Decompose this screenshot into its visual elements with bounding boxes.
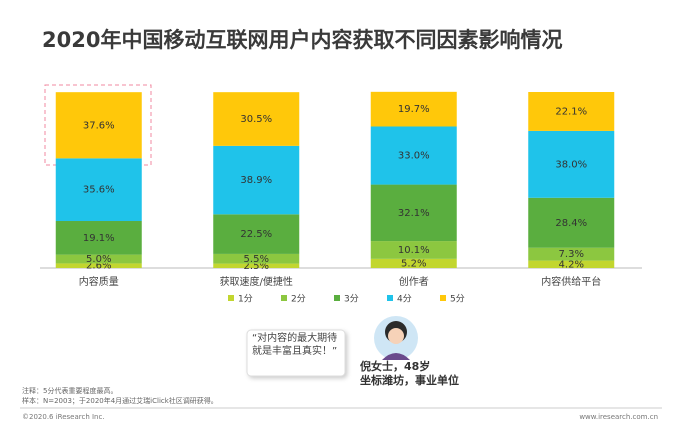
bar-segment: [55, 92, 142, 159]
data-label: 7.3%: [559, 249, 584, 260]
data-label: 5.0%: [86, 254, 111, 265]
bar-segment: [370, 91, 457, 127]
legend-swatch: [228, 295, 234, 301]
bar-segment: [528, 92, 615, 131]
persona-line: 坐标潍坊，事业单位: [360, 373, 459, 387]
data-label: 30.5%: [240, 114, 272, 125]
persona-line: 倪女士，48岁: [360, 359, 430, 373]
avatar-face: [388, 328, 404, 344]
bar-segment: [213, 214, 300, 254]
quote-text: “对内容的最大期待就是丰富且真实！”: [252, 333, 338, 357]
data-label: 32.1%: [398, 208, 430, 219]
quote-box: “对内容的最大期待就是丰富且真实！”: [252, 333, 338, 357]
x-tick-label: 创作者: [399, 275, 429, 288]
data-label: 5.2%: [401, 258, 426, 269]
quote-bubble: [246, 329, 346, 377]
data-label: 28.4%: [555, 218, 587, 229]
data-label: 2.5%: [244, 261, 269, 272]
bar-segment: [213, 263, 300, 268]
avatar-body: [382, 353, 410, 360]
bar-segment: [370, 126, 457, 185]
data-label: 38.9%: [240, 175, 272, 186]
data-label: 38.0%: [555, 159, 587, 170]
bar-segment: [370, 241, 457, 259]
data-label: 22.5%: [240, 229, 272, 240]
footer-website: www.iresearch.com.cn: [579, 413, 658, 421]
legend-label: 3分: [344, 294, 359, 305]
data-label: 2.6%: [86, 261, 111, 272]
data-label: 19.1%: [83, 233, 115, 244]
bar-segment: [55, 158, 142, 222]
data-label: 33.0%: [398, 151, 430, 162]
bar-segment: [528, 260, 615, 268]
x-tick-label: 获取速度/便捷性: [220, 275, 293, 288]
bar-segment: [370, 258, 457, 268]
data-label: 35.6%: [83, 185, 115, 196]
chart-title: 2020年中国移动互联网用户内容获取不同因素影响情况: [42, 28, 562, 52]
bar-segment: [528, 130, 615, 198]
data-label: 4.2%: [559, 259, 584, 270]
x-tick-label: 内容质量: [79, 275, 119, 288]
legend-label: 2分: [291, 294, 306, 305]
data-label: 5.5%: [244, 254, 269, 265]
x-tick-label: 内容供给平台: [541, 275, 601, 288]
bar-segment: [213, 145, 300, 215]
bar-segment: [528, 247, 615, 261]
note: 注释：5分代表重要程度最高。: [22, 386, 117, 395]
bar-segment: [55, 263, 142, 268]
note: 样本：N=2003；于2020年4月通过艾瑞iClick社区调研获得。: [22, 396, 218, 405]
bar-segment: [528, 197, 615, 248]
bar-segment: [55, 254, 142, 264]
legend-swatch: [281, 295, 287, 301]
footer-copyright: ©2020.6 iResearch Inc.: [22, 413, 105, 421]
legend-label: 1分: [238, 294, 253, 305]
bar-segment: [55, 221, 142, 255]
data-label: 19.7%: [398, 104, 430, 115]
data-label: 22.1%: [555, 106, 587, 117]
legend-label: 4分: [397, 294, 412, 305]
legend-swatch: [440, 295, 446, 301]
data-label: 37.6%: [83, 120, 115, 131]
legend-swatch: [334, 295, 340, 301]
bar-segment: [370, 184, 457, 242]
legend-swatch: [387, 295, 393, 301]
bar-segment: [213, 92, 300, 146]
data-label: 10.1%: [398, 245, 430, 256]
legend-label: 5分: [450, 294, 465, 305]
bar-segment: [213, 253, 300, 264]
